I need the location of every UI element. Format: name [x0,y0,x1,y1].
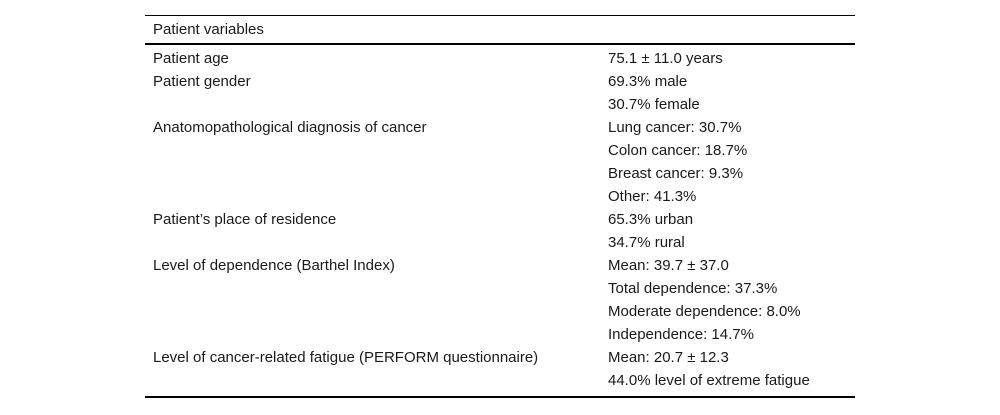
variable-value: 44.0% level of extreme fatigue [608,372,810,389]
variable-label: Level of dependence (Barthel Index) [153,257,395,274]
variable-label: Patient gender [153,73,251,90]
variable-label: Anatomopathological diagnosis of cancer [153,119,427,136]
variable-label: Patient age [153,50,229,67]
table-row: Anatomopathological diagnosis of cancer … [145,116,855,208]
variable-value: Mean: 39.7 ± 37.0 [608,257,729,274]
variable-value: Breast cancer: 9.3% [608,165,744,182]
variable-value: Total dependence: 37.3% [608,280,778,297]
table-row: Level of cancer-related fatigue (PERFORM… [145,346,855,392]
variable-value: Colon cancer: 18.7% [608,142,748,159]
table-header-row: Patient variables [145,16,855,45]
variable-values: 65.3% urban 34.7% rural [608,208,855,254]
variable-values: 69.3% male 30.7% female [608,70,855,116]
table-row: Patient age 75.1 ± 11.0 years [145,47,855,70]
table-body: Patient age 75.1 ± 11.0 years Patient ge… [145,45,855,396]
variable-values: Lung cancer: 30.7% Colon cancer: 18.7% B… [608,116,855,208]
table-row: Patient gender 69.3% male 30.7% female [145,70,855,116]
variable-value: 34.7% rural [608,234,685,251]
variable-value: Moderate dependence: 8.0% [608,303,801,320]
variable-label: Level of cancer-related fatigue (PERFORM… [153,349,539,366]
variable-value: 30.7% female [608,96,700,113]
table-row: Patient’s place of residence 65.3% urban… [145,208,855,254]
table-header-label: Patient variables [153,21,264,38]
variable-value: 75.1 ± 11.0 years [608,50,723,67]
variable-value: Lung cancer: 30.7% [608,119,742,136]
variable-value: Other: 41.3% [608,188,697,205]
variable-value: Independence: 14.7% [608,326,754,343]
variable-value: 69.3% male [608,73,688,90]
variable-values: Mean: 20.7 ± 12.3 44.0% level of extreme… [608,346,855,392]
table-row: Level of dependence (Barthel Index) Mean… [145,254,855,346]
variable-values: 75.1 ± 11.0 years [608,47,855,70]
variable-label: Patient’s place of residence [153,211,337,228]
variable-value: Mean: 20.7 ± 12.3 [608,349,729,366]
patient-variables-table: Patient variables Patient age 75.1 ± 11.… [145,15,855,398]
variable-values: Mean: 39.7 ± 37.0 Total dependence: 37.3… [608,254,855,346]
variable-value: 65.3% urban [608,211,694,228]
